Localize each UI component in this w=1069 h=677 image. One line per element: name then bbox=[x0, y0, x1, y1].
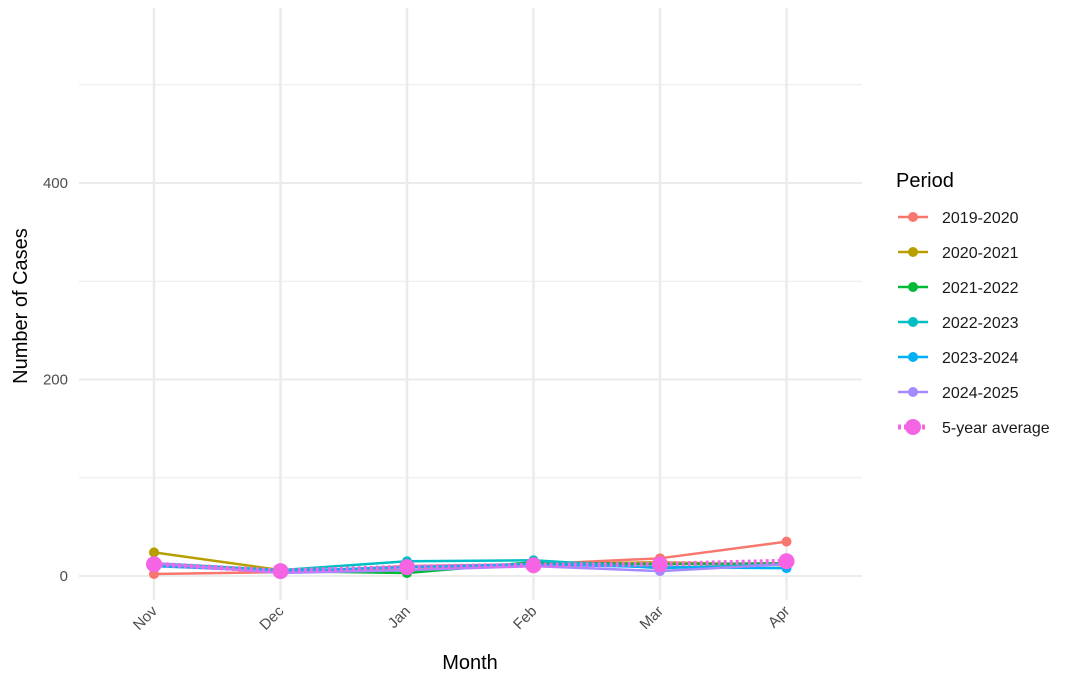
legend-label: 2022-2023 bbox=[942, 315, 1019, 332]
legend-label: 2023-2024 bbox=[942, 350, 1019, 367]
x-tick-label: Jan bbox=[385, 603, 414, 632]
legend-key-point bbox=[908, 387, 918, 397]
y-axis-ticks: 0 200 400 bbox=[43, 175, 68, 585]
y-tick-label: 400 bbox=[43, 175, 68, 192]
data-point bbox=[149, 547, 159, 558]
data-point bbox=[399, 559, 415, 576]
legend-key-point bbox=[908, 317, 918, 327]
series-line bbox=[153, 561, 787, 575]
data-point bbox=[778, 553, 795, 570]
legend-item: 2021-2022 bbox=[898, 280, 1019, 297]
y-axis-title: Number of Cases bbox=[10, 228, 32, 384]
data-point bbox=[525, 557, 542, 574]
legend-item: 2022-2023 bbox=[898, 315, 1019, 332]
legend-key-point bbox=[908, 282, 918, 292]
data-point bbox=[272, 563, 289, 580]
x-tick-label: Mar bbox=[637, 603, 667, 633]
legend-key-point bbox=[905, 419, 921, 435]
legend-label: 5-year average bbox=[942, 420, 1050, 437]
x-tick-label: Nov bbox=[130, 602, 161, 633]
legend-item: 2023-2024 bbox=[898, 350, 1019, 367]
data-point bbox=[652, 556, 668, 573]
legend-label: 2020-2021 bbox=[942, 245, 1019, 262]
x-tick-label: Dec bbox=[256, 602, 287, 633]
x-axis-title: Month bbox=[442, 652, 498, 674]
grid bbox=[79, 8, 862, 600]
legend-item: 2024-2025 bbox=[898, 385, 1019, 402]
legend-key-point bbox=[908, 212, 918, 222]
legend: Period 2019-2020 2020-2021 2021-2022 2022-2… bbox=[896, 170, 1050, 437]
legend-key-point bbox=[908, 247, 918, 257]
legend-label: 2024-2025 bbox=[942, 385, 1019, 402]
legend-item: 2019-2020 bbox=[898, 210, 1019, 227]
x-axis-ticks: Nov Dec Jan Feb Mar Apr bbox=[130, 602, 793, 633]
y-tick-label: 0 bbox=[60, 568, 68, 585]
legend-label: 2021-2022 bbox=[942, 280, 1019, 297]
data-point bbox=[146, 556, 162, 573]
series-5-year average bbox=[146, 553, 795, 580]
series-2019-2020 bbox=[149, 536, 792, 580]
data-point bbox=[781, 536, 792, 547]
x-tick-label: Apr bbox=[765, 603, 794, 632]
legend-item: 2020-2021 bbox=[898, 245, 1019, 262]
legend-key-point bbox=[908, 352, 918, 362]
y-tick-label: 200 bbox=[43, 372, 68, 389]
legend-title: Period bbox=[896, 170, 954, 192]
x-tick-label: Feb bbox=[510, 603, 540, 633]
series-lines bbox=[146, 536, 795, 580]
legend-item: 5-year average bbox=[898, 419, 1050, 437]
legend-label: 2019-2020 bbox=[942, 210, 1019, 227]
